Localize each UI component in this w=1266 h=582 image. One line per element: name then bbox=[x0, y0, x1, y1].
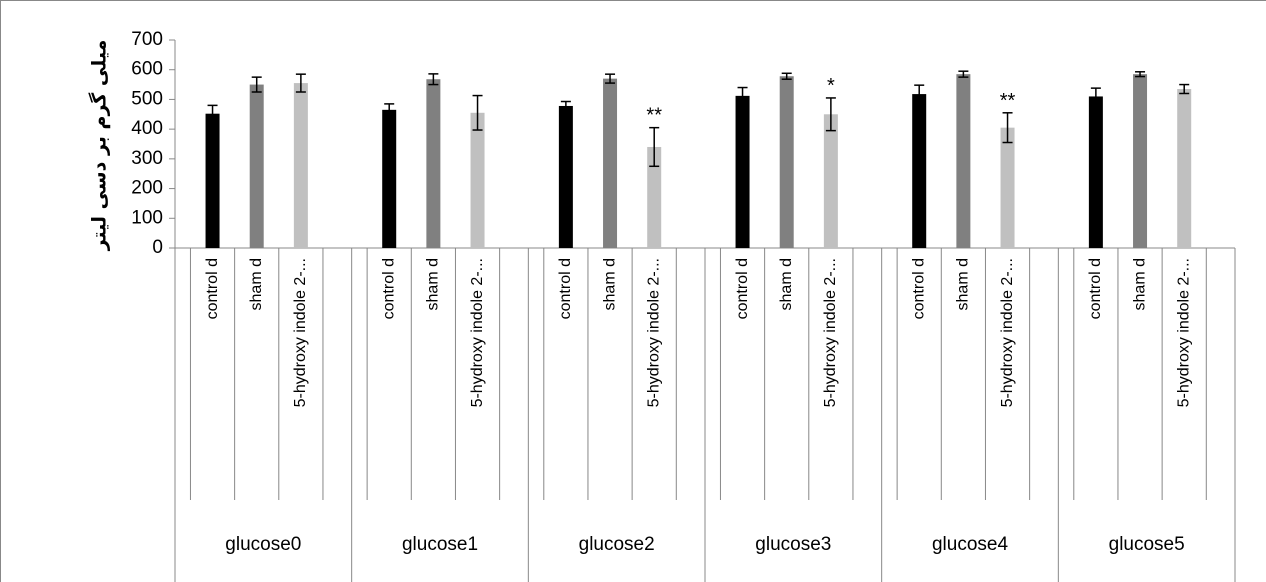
x-tick-label: sham d bbox=[1131, 258, 1148, 310]
annotation: * bbox=[827, 75, 835, 97]
x-tick-label: 5-hydroxy indole 2-... bbox=[645, 258, 662, 407]
y-tick-label: 500 bbox=[131, 88, 163, 109]
group-label: glucose2 bbox=[579, 534, 655, 555]
bar bbox=[823, 114, 838, 249]
x-tick-label: control d bbox=[1087, 258, 1104, 319]
bar bbox=[779, 76, 794, 248]
x-tick-label: control d bbox=[380, 258, 397, 319]
group-label: glucose0 bbox=[225, 534, 301, 555]
bar bbox=[1177, 89, 1192, 249]
annotation: ** bbox=[646, 105, 662, 127]
bar bbox=[470, 112, 485, 248]
y-tick-label: 100 bbox=[131, 207, 163, 228]
group-label: glucose4 bbox=[932, 534, 1008, 555]
bar bbox=[735, 95, 750, 248]
bar bbox=[293, 83, 308, 248]
bar bbox=[956, 74, 971, 249]
bar bbox=[1088, 96, 1103, 248]
bar bbox=[249, 84, 264, 248]
bar bbox=[912, 94, 927, 248]
bar bbox=[647, 146, 662, 248]
y-tick-label: 700 bbox=[131, 29, 163, 50]
y-tick-label: 400 bbox=[131, 118, 163, 139]
group-label: glucose1 bbox=[402, 534, 478, 555]
y-tick-label: 300 bbox=[131, 148, 163, 169]
x-tick-label: sham d bbox=[955, 258, 972, 310]
x-tick-label: control d bbox=[204, 258, 221, 319]
x-tick-label: control d bbox=[734, 258, 751, 319]
group-label: glucose5 bbox=[1109, 534, 1185, 555]
x-tick-label: 5-hydroxy indole 2-... bbox=[292, 258, 309, 407]
y-tick-label: 0 bbox=[152, 237, 163, 258]
x-tick-label: control d bbox=[557, 258, 574, 319]
y-tick-label: 600 bbox=[131, 59, 163, 80]
bar bbox=[1000, 127, 1015, 248]
x-tick-label: 5-hydroxy indole 2-... bbox=[999, 258, 1016, 407]
bar bbox=[558, 105, 573, 248]
bar bbox=[426, 79, 441, 248]
x-tick-label: sham d bbox=[778, 258, 795, 310]
bar bbox=[382, 109, 397, 248]
group-label: glucose3 bbox=[755, 534, 831, 555]
x-tick-label: 5-hydroxy indole 2-... bbox=[822, 258, 839, 407]
x-tick-label: sham d bbox=[601, 258, 618, 310]
bar bbox=[603, 78, 618, 248]
x-tick-label: sham d bbox=[425, 258, 442, 310]
x-tick-label: 5-hydroxy indole 2-... bbox=[1175, 258, 1192, 407]
bar bbox=[205, 113, 220, 248]
x-tick-label: control d bbox=[910, 258, 927, 319]
x-tick-label: sham d bbox=[248, 258, 265, 310]
y-tick-label: 200 bbox=[131, 178, 163, 199]
x-tick-label: 5-hydroxy indole 2-... bbox=[469, 258, 486, 407]
y-axis-label: میلی گرم بر دسی لیتر bbox=[88, 40, 111, 252]
bar bbox=[1133, 74, 1148, 249]
annotation: ** bbox=[1000, 90, 1016, 112]
